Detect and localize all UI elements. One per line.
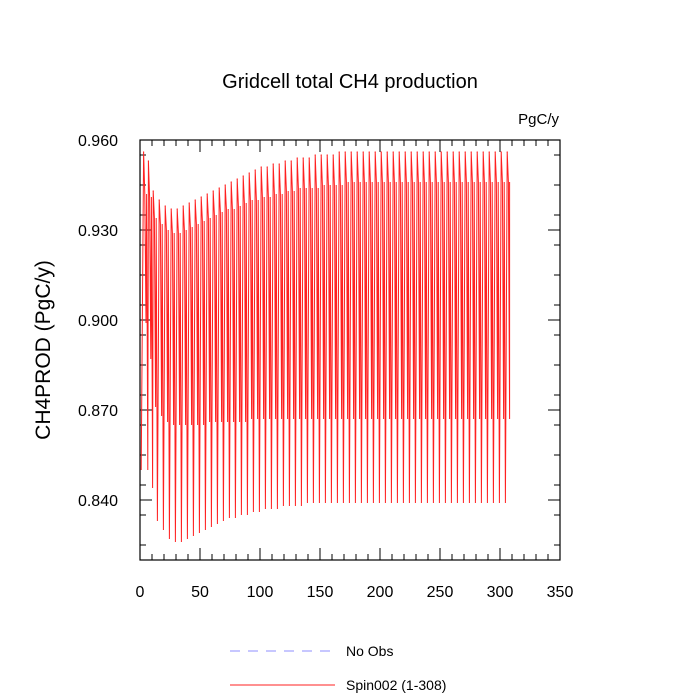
- x-tick-label: 150: [307, 584, 334, 601]
- y-tick-label: 0.870: [78, 403, 118, 420]
- series-spin002-peak: [200, 196, 202, 198]
- y-tick-label: 0.840: [78, 493, 118, 510]
- series-spin002-peak: [416, 151, 418, 153]
- series-spin002-peak: [482, 151, 484, 153]
- series-spin002-peak: [506, 151, 508, 153]
- series-spin002-peak: [302, 157, 304, 159]
- series-spin002-peak: [368, 151, 370, 153]
- series-spin002-peak: [242, 175, 244, 177]
- x-tick-label: 300: [487, 584, 514, 601]
- series-spin002-peak: [494, 151, 496, 153]
- series-spin002-peak: [440, 151, 442, 153]
- series-spin002-peak: [488, 151, 490, 153]
- legend: No Obs Spin002 (1-308): [230, 643, 446, 693]
- series-spin002-peak: [392, 151, 394, 153]
- plot-series: [140, 151, 511, 543]
- series-spin002-peak: [332, 154, 334, 156]
- series-spin002-peak: [434, 151, 436, 153]
- series-spin002-peak: [290, 160, 292, 162]
- series-spin002-peak: [224, 184, 226, 186]
- series-spin002-peak: [278, 163, 280, 165]
- y-axis-label: CH4PROD (PgC/y): [32, 260, 55, 440]
- series-spin002-peak: [338, 151, 340, 153]
- y-tick-label: 0.930: [78, 223, 118, 240]
- series-spin002-peak: [386, 151, 388, 153]
- series-spin002-peak: [254, 169, 256, 171]
- series-spin002-peak: [446, 151, 448, 153]
- series-spin002-peak: [164, 205, 166, 207]
- series-spin002-peak: [476, 151, 478, 153]
- x-tick-label: 50: [191, 584, 209, 601]
- series-spin002-peak: [296, 157, 298, 159]
- series-spin002-peak: [218, 187, 220, 189]
- series-spin002-peak: [176, 208, 178, 210]
- chart-title: Gridcell total CH4 production: [222, 71, 478, 93]
- series-spin002-line: [140, 151, 511, 543]
- series-spin002-peak: [266, 166, 268, 168]
- series-spin002-peak: [206, 193, 208, 195]
- series-spin002-peak: [380, 151, 382, 153]
- series-spin002-peak: [230, 181, 232, 183]
- y-tick-label: 0.960: [78, 133, 118, 150]
- series-spin002-peak: [326, 154, 328, 156]
- series-spin002-peak: [143, 151, 145, 153]
- series-spin002-peak: [344, 151, 346, 153]
- x-tick-label: 250: [427, 584, 454, 601]
- series-spin002-peak: [452, 151, 454, 153]
- series-spin002-peak: [212, 190, 214, 192]
- series-spin002-peak: [320, 154, 322, 156]
- series-spin002-peak: [362, 151, 364, 153]
- series-spin002-peak: [458, 151, 460, 153]
- series-spin002-peak: [374, 151, 376, 153]
- units-label: PgC/y: [518, 111, 559, 128]
- legend-label-no-obs: No Obs: [346, 643, 393, 659]
- series-spin002-peak: [284, 160, 286, 162]
- series-spin002-peak: [464, 151, 466, 153]
- series-spin002-peak: [500, 151, 502, 153]
- x-tick-label: 350: [547, 584, 574, 601]
- series-spin002-peak: [260, 166, 262, 168]
- series-spin002-peak: [422, 151, 424, 153]
- series-spin002-peak: [314, 154, 316, 156]
- series-spin002-peak: [308, 157, 310, 159]
- series-spin002-peak: [470, 151, 472, 153]
- x-tick-label: 0: [136, 584, 145, 601]
- x-tick-label: 100: [247, 584, 274, 601]
- series-spin002-peak: [158, 199, 160, 201]
- series-spin002-peak: [152, 190, 154, 192]
- series-spin002-peak: [398, 151, 400, 153]
- series-spin002-peak: [272, 163, 274, 165]
- series-spin002-peak: [147, 160, 149, 162]
- series-spin002-peak: [410, 151, 412, 153]
- series-spin002-peak: [356, 151, 358, 153]
- series-spin002-peak: [428, 151, 430, 153]
- series-spin002-peak: [182, 205, 184, 207]
- x-tick-label: 200: [367, 584, 394, 601]
- plot-frame: [139, 139, 561, 561]
- series-spin002-peak: [350, 151, 352, 153]
- y-tick-label: 0.900: [78, 313, 118, 330]
- series-spin002-peak: [404, 151, 406, 153]
- series-spin002-peak: [236, 178, 238, 180]
- series-spin002-peak: [248, 172, 250, 174]
- series-spin002-peak: [170, 208, 172, 210]
- series-spin002-peak: [188, 202, 190, 204]
- series-spin002-peak: [194, 199, 196, 201]
- legend-label-spin002: Spin002 (1-308): [346, 677, 446, 693]
